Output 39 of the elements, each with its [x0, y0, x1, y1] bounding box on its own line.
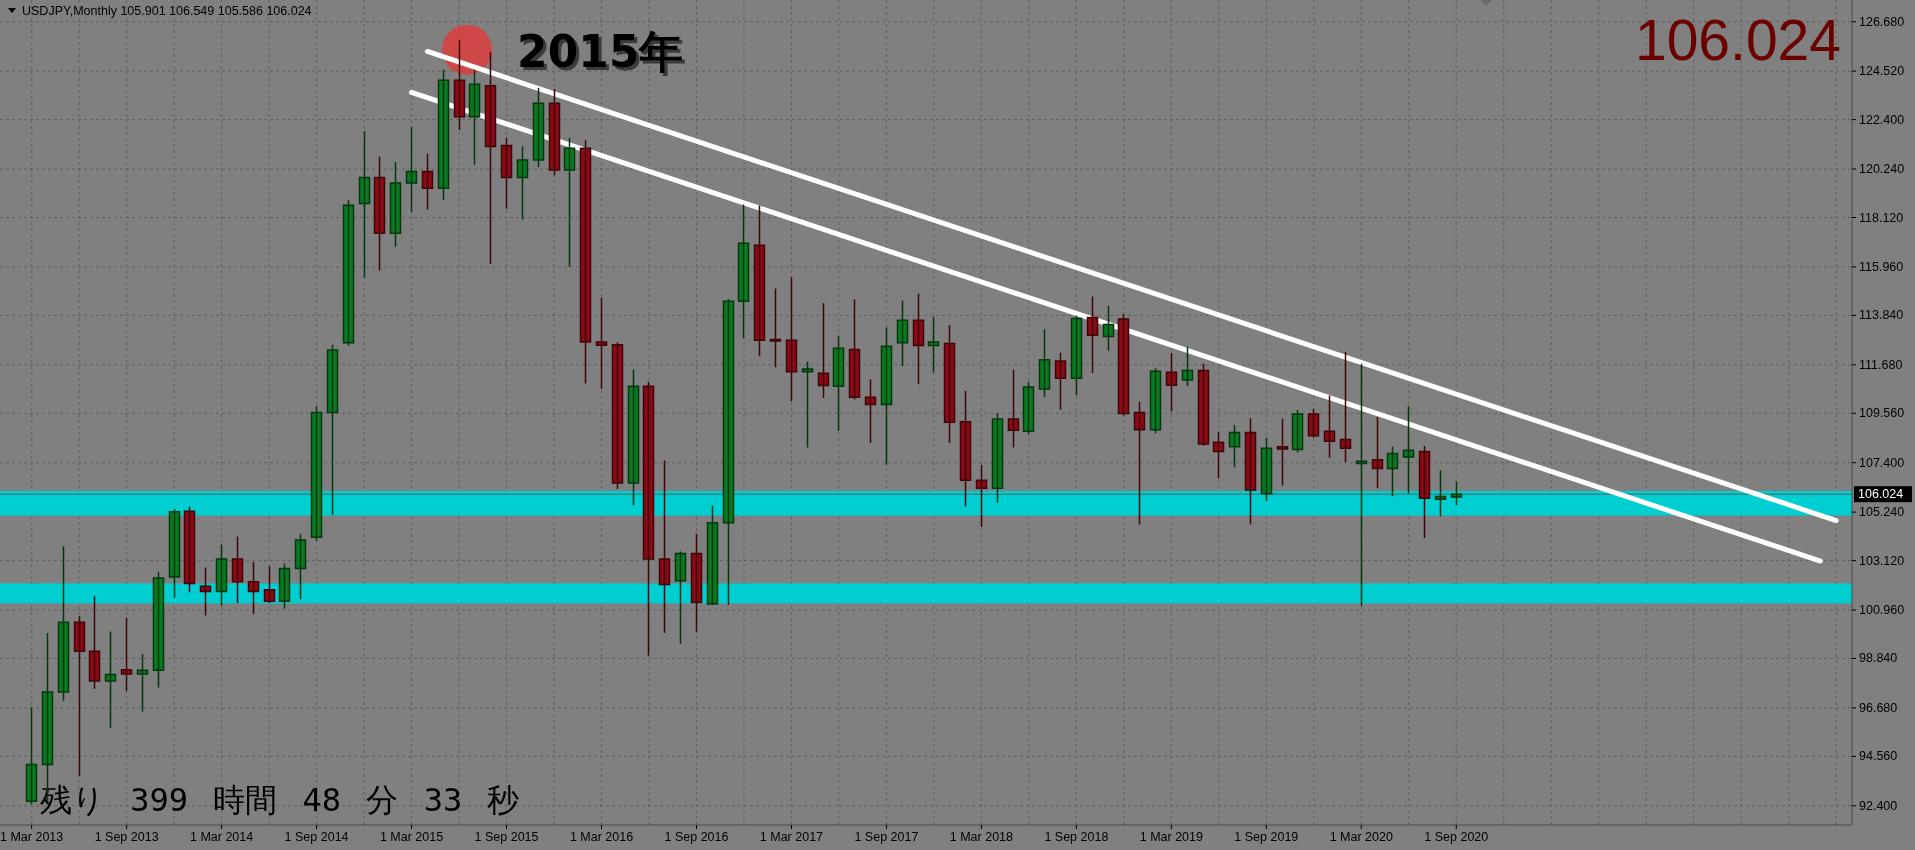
y-tick-label: 105.240 — [1859, 505, 1905, 520]
y-tick-label: 103.120 — [1859, 553, 1905, 568]
x-tick-label: 1 Sep 2015 — [474, 830, 539, 844]
y-tick-label: 113.840 — [1859, 308, 1904, 323]
y-tick-label: 96.680 — [1859, 700, 1898, 715]
ref-line-label: 106.024 — [1858, 487, 1904, 502]
y-tick-label: 120.240 — [1859, 162, 1905, 177]
x-tick-label: 1 Sep 2019 — [1234, 830, 1299, 844]
x-tick-label: 1 Sep 2018 — [1044, 830, 1109, 844]
x-tick-label: 1 Sep 2014 — [284, 830, 349, 844]
x-tick-label: 1 Mar 2016 — [569, 830, 634, 844]
y-tick-label: 124.520 — [1859, 64, 1905, 79]
y-tick-label: 92.400 — [1859, 798, 1898, 813]
x-tick-label: 1 Mar 2020 — [1329, 830, 1393, 844]
chart-title: USDJPY,Monthly 105.901 106.549 105.586 106.024 — [22, 4, 312, 18]
x-tick-label: 1 Mar 2014 — [189, 830, 254, 844]
y-tick-label: 100.960 — [1859, 603, 1905, 617]
ref-label: 106.024 — [1854, 486, 1912, 503]
y-tick-label: 122.400 — [1859, 112, 1905, 127]
note: 106.024 — [1634, 8, 1841, 72]
y-tick-label: 109.560 — [1859, 406, 1905, 421]
y-tick-label: 126.680 — [1859, 14, 1905, 29]
y-tick-label: 115.960 — [1859, 259, 1904, 274]
x-tick-label: 1 Mar 2017 — [759, 830, 824, 844]
x-tick-label: 1 Mar 2018 — [949, 830, 1014, 844]
y-tick-label: 118.120 — [1859, 210, 1904, 225]
y-tick-label: 98.840 — [1859, 651, 1898, 666]
y-tick-label: 107.400 — [1859, 455, 1905, 470]
x-tick-label: 1 Sep 2020 — [1424, 830, 1489, 844]
x-tick-label: 1 Sep 2013 — [94, 830, 159, 844]
x-tick-label: 1 Mar 2013 — [0, 830, 64, 844]
y-tick-label: 111.680 — [1859, 357, 1903, 372]
x-tick-label: 1 Sep 2017 — [854, 830, 919, 844]
x-tick-label: 1 Mar 2015 — [379, 830, 444, 844]
note: 残り 399 時間 48 分 33 秒 — [40, 781, 520, 819]
x-tick-label: 1 Sep 2016 — [664, 830, 729, 844]
x-tick-label: 1 Mar 2019 — [1139, 830, 1204, 844]
annotation: 2015年 — [517, 25, 684, 77]
y-tick-label: 94.560 — [1859, 749, 1898, 764]
